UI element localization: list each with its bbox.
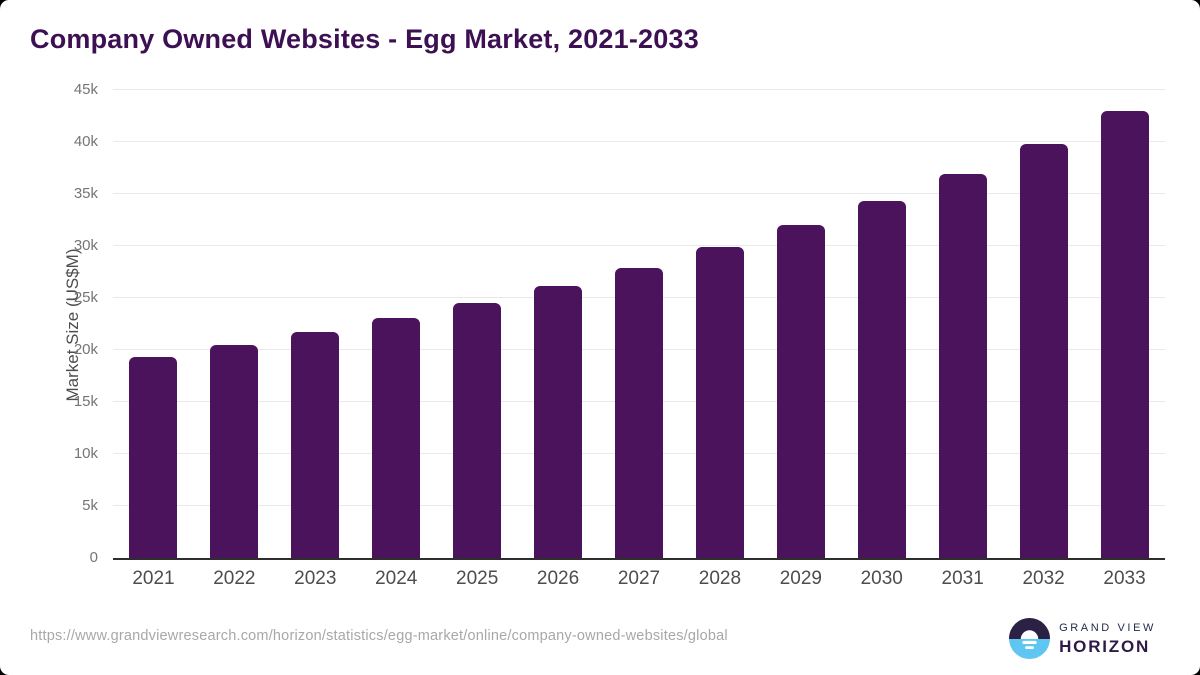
logo-line1: GRAND VIEW <box>1059 621 1156 634</box>
x-tick-label: 2024 <box>375 568 418 589</box>
gridline <box>113 245 1165 246</box>
y-tick-label: 15k <box>73 393 98 410</box>
plot-area <box>113 89 1165 560</box>
bar-slot <box>1003 90 1084 558</box>
sunrise-horizon-icon <box>1009 618 1051 659</box>
x-tick-label: 2032 <box>1022 568 1065 589</box>
bar-2031 <box>938 174 987 558</box>
y-tick-label: 20k <box>73 341 98 358</box>
bar-2028 <box>695 247 744 558</box>
x-tick-label: 2031 <box>941 568 984 589</box>
y-tick-label: 10k <box>73 445 98 462</box>
bar-slot <box>841 90 922 558</box>
bar-slot <box>1084 90 1165 558</box>
x-axis-labels: 2021 2022 2023 2024 2025 2026 2027 2028 2029 2030… <box>113 568 1165 590</box>
bar-2026 <box>534 286 583 558</box>
gridline <box>113 141 1165 142</box>
y-axis-ticks: 0 5k 10k 15k 20k 25k 30k 35k 40k 45k <box>0 82 98 566</box>
y-tick-label: 35k <box>73 185 98 202</box>
bar-slot <box>356 90 437 558</box>
bar-2024 <box>372 318 421 558</box>
bar-slot <box>194 90 275 558</box>
grandview-horizon-logo: GRAND VIEW HORIZON <box>1009 618 1156 659</box>
x-tick-label: 2022 <box>213 568 256 589</box>
y-tick-label: 45k <box>73 81 98 98</box>
chart-title: Company Owned Websites - Egg Market, 202… <box>30 24 699 54</box>
x-tick-label: 2029 <box>779 568 822 589</box>
y-tick-label: 5k <box>82 497 98 514</box>
bar-slot <box>922 90 1003 558</box>
x-tick-label: 2027 <box>617 568 661 589</box>
y-tick-label: 40k <box>73 133 98 150</box>
bar-slot <box>679 90 760 558</box>
bar-2025 <box>453 303 502 558</box>
bar-2032 <box>1019 144 1068 558</box>
bar-2022 <box>210 345 259 558</box>
x-tick-label: 2026 <box>536 568 580 589</box>
bar-slot <box>599 90 680 558</box>
bar-slot <box>437 90 518 558</box>
logo-text: GRAND VIEW HORIZON <box>1059 621 1156 656</box>
x-tick-label: 2023 <box>294 568 337 589</box>
source-url: https://www.grandviewresearch.com/horizo… <box>30 628 728 644</box>
gridline <box>113 193 1165 194</box>
bar-2021 <box>129 357 178 558</box>
bars-container <box>113 90 1165 558</box>
x-tick-label: 2033 <box>1103 568 1146 589</box>
bar-slot <box>275 90 356 558</box>
bar-2030 <box>857 201 906 558</box>
bar-2027 <box>614 268 663 558</box>
x-tick-label: 2030 <box>860 568 903 589</box>
bar-slot <box>760 90 841 558</box>
bar-2023 <box>291 332 340 558</box>
x-tick-label: 2025 <box>456 568 499 589</box>
gridline <box>113 89 1165 90</box>
x-tick-label: 2028 <box>698 568 742 589</box>
y-tick-label: 30k <box>73 237 98 254</box>
bar-slot <box>113 90 194 558</box>
y-tick-label: 25k <box>73 289 98 306</box>
bar-slot <box>518 90 599 558</box>
logo-line2: HORIZON <box>1059 636 1151 656</box>
x-tick-label: 2021 <box>132 568 175 589</box>
bar-2029 <box>776 225 825 558</box>
bar-2033 <box>1100 111 1149 558</box>
y-tick-label: 0 <box>89 549 98 566</box>
